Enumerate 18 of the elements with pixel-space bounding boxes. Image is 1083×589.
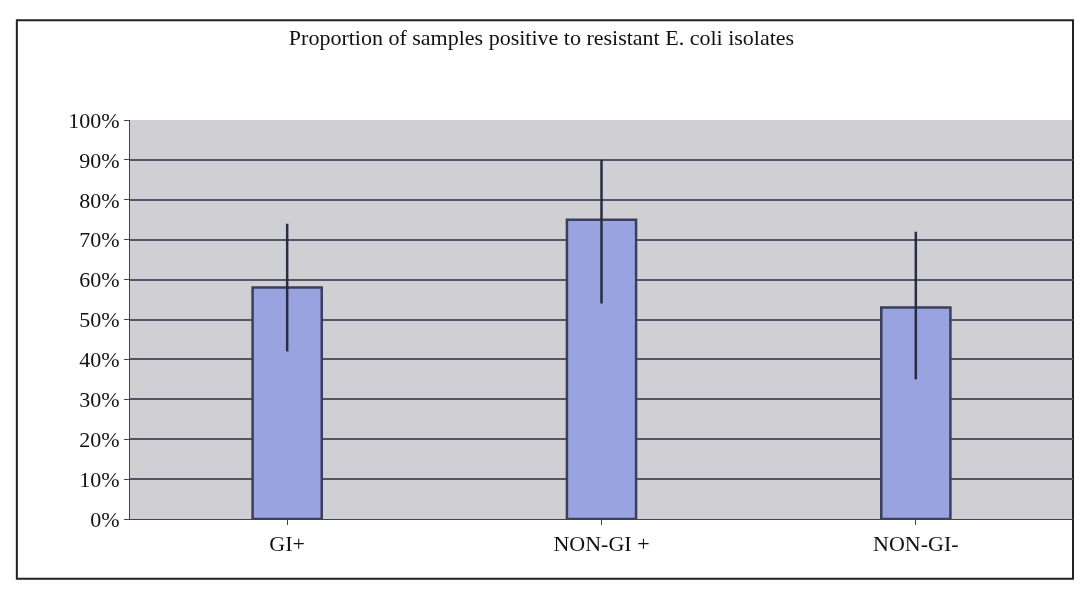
- chart-title: Proportion of samples positive to resistant E. coli isolates: [288, 24, 795, 50]
- y-tick-label: 0%: [90, 506, 120, 532]
- y-tick-label: 100%: [68, 107, 120, 133]
- y-tick-label: 90%: [79, 147, 120, 173]
- x-tick-label: NON-GI-: [873, 531, 959, 557]
- bar: [880, 306, 952, 519]
- y-tick-label: 20%: [79, 426, 120, 452]
- y-tick-label: 10%: [79, 466, 120, 492]
- x-tick-label: GI+: [269, 531, 305, 557]
- y-tick-label: 80%: [79, 187, 120, 213]
- y-tick-label: 60%: [79, 267, 120, 293]
- y-tick-label: 40%: [79, 347, 120, 373]
- y-tick-label: 70%: [79, 227, 120, 253]
- bar: [251, 286, 323, 519]
- y-tick-label: 50%: [79, 307, 120, 333]
- y-tick-label: 30%: [79, 387, 120, 412]
- x-tick-label: NON-GI +: [553, 531, 650, 557]
- bar: [565, 218, 638, 519]
